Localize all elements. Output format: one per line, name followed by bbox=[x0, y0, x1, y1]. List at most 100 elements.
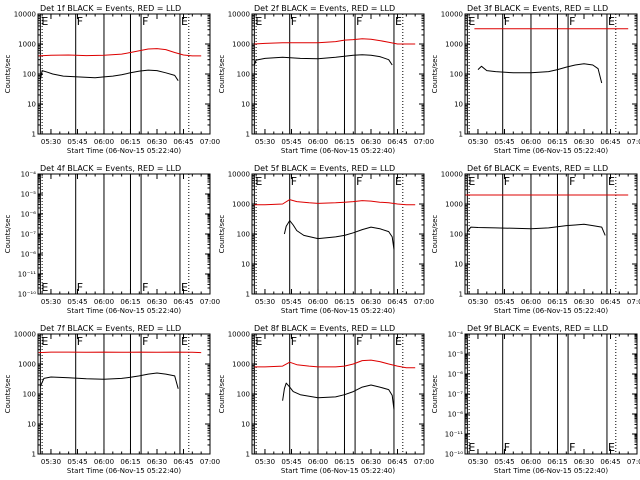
y-tick-label: 10⁻⁵ bbox=[21, 191, 37, 199]
x-tick-label: 06:00 bbox=[94, 138, 114, 146]
x-tick-label: 05:30 bbox=[41, 138, 61, 146]
y-tick-label: 10⁻⁶ bbox=[448, 371, 464, 379]
x-tick-label: 05:30 bbox=[468, 298, 488, 306]
x-tick-label: 07:00 bbox=[627, 138, 640, 146]
marker-flag: F bbox=[569, 441, 575, 454]
panel-3: Det 3f BLACK = Events, RED = LLD 1 10 100 10… bbox=[431, 4, 640, 155]
panel-title: Det 5f BLACK = Events, RED = LLD bbox=[254, 164, 395, 173]
x-tick-label: 05:30 bbox=[255, 458, 275, 466]
x-tick-label: 06:30 bbox=[147, 298, 167, 306]
y-tick-label: 10000 bbox=[228, 171, 250, 179]
x-tick-label: 07:00 bbox=[414, 138, 434, 146]
series-events-line bbox=[467, 223, 606, 236]
x-tick-label: 06:15 bbox=[334, 298, 354, 306]
y-tick-label: 10⁻⁶ bbox=[21, 211, 37, 219]
y-tick-label: 1 bbox=[246, 451, 250, 459]
y-tick-label: 10000 bbox=[441, 171, 463, 179]
y-tick-label: 1 bbox=[32, 131, 36, 139]
series-events-line bbox=[283, 220, 395, 250]
y-tick-label: 10⁻⁷ bbox=[21, 231, 37, 239]
x-tick-label: 06:45 bbox=[600, 138, 620, 146]
y-tick-label: 10 bbox=[241, 421, 250, 429]
y-tick-label: 100 bbox=[23, 71, 36, 79]
x-tick-label: 07:00 bbox=[414, 458, 434, 466]
panel-title: Det 2f BLACK = Events, RED = LLD bbox=[254, 4, 395, 13]
panel-5: Det 5f BLACK = Events, RED = LLD 1 10 100 10… bbox=[218, 164, 434, 315]
panel-title: Det 6f BLACK = Events, RED = LLD bbox=[467, 164, 608, 173]
panel-title: Det 1f BLACK = Events, RED = LLD bbox=[40, 4, 181, 13]
panel-1: Det 1f BLACK = Events, RED = LLD 1 10 100 10… bbox=[4, 4, 220, 155]
series-events-line bbox=[282, 382, 395, 410]
series-lld-line bbox=[254, 38, 416, 45]
y-tick-label: 1000 bbox=[18, 41, 36, 49]
x-axis-title: Start Time (06-Nov-15 05:22:40) bbox=[281, 467, 395, 475]
y-axis-title: Counts/sec bbox=[4, 375, 12, 414]
marker-flag: E bbox=[255, 175, 262, 188]
panel-title: Det 3f BLACK = Events, RED = LLD bbox=[467, 4, 608, 13]
marker-flag: E bbox=[395, 335, 402, 348]
plot-frame bbox=[251, 13, 425, 135]
x-axis-title: Start Time (06-Nov-15 05:22:40) bbox=[67, 467, 181, 475]
marker-flag: F bbox=[356, 335, 362, 348]
marker-flag: E bbox=[608, 15, 615, 28]
y-axis-title: Counts/sec bbox=[4, 215, 12, 254]
marker-flag: E bbox=[41, 281, 48, 294]
y-tick-label: 10000 bbox=[228, 11, 250, 19]
x-tick-label: 07:00 bbox=[200, 458, 220, 466]
marker-flag: F bbox=[291, 175, 297, 188]
panel-7: Det 7f BLACK = Events, RED = LLD 1 10 100 10… bbox=[4, 324, 220, 475]
x-tick-label: 06:30 bbox=[574, 458, 594, 466]
x-tick-label: 06:00 bbox=[308, 138, 328, 146]
x-tick-label: 05:30 bbox=[41, 458, 61, 466]
x-tick-label: 06:30 bbox=[147, 458, 167, 466]
y-tick-label: 1 bbox=[459, 131, 463, 139]
marker-flag: E bbox=[255, 15, 262, 28]
y-axis-title: Counts/sec bbox=[431, 215, 439, 254]
x-tick-label: 06:45 bbox=[387, 138, 407, 146]
x-tick-label: 06:15 bbox=[547, 298, 567, 306]
x-axis-title: Start Time (06-Nov-15 05:22:40) bbox=[281, 307, 395, 315]
x-tick-label: 06:00 bbox=[521, 458, 541, 466]
x-tick-label: 05:30 bbox=[468, 458, 488, 466]
x-tick-label: 05:45 bbox=[67, 458, 87, 466]
x-tick-label: 06:15 bbox=[547, 458, 567, 466]
y-axis-title: Counts/sec bbox=[4, 55, 12, 94]
x-tick-label: 07:00 bbox=[200, 138, 220, 146]
marker-flag: F bbox=[504, 15, 510, 28]
marker-flag: E bbox=[181, 281, 188, 294]
panel-6: Det 6f BLACK = Events, RED = LLD 1 10 100 10… bbox=[431, 164, 640, 315]
marker-flag: F bbox=[504, 175, 510, 188]
x-axis-title: Start Time (06-Nov-15 05:22:40) bbox=[67, 147, 181, 155]
x-tick-label: 05:45 bbox=[494, 298, 514, 306]
series-events-line bbox=[39, 69, 179, 81]
y-tick-label: 10⁻⁶ bbox=[21, 251, 37, 259]
marker-flag: F bbox=[356, 15, 362, 28]
x-tick-label: 06:45 bbox=[173, 138, 193, 146]
marker-flag: E bbox=[181, 335, 188, 348]
y-tick-label: 10 bbox=[241, 101, 250, 109]
y-tick-label: 10 bbox=[27, 101, 36, 109]
x-tick-label: 06:00 bbox=[521, 138, 541, 146]
y-tick-label: 10⁻⁴ bbox=[21, 171, 37, 179]
y-tick-label: 10⁻⁵ bbox=[448, 351, 464, 359]
panel-8: Det 8f BLACK = Events, RED = LLD 1 10 100 10… bbox=[218, 324, 434, 475]
x-tick-label: 06:45 bbox=[173, 458, 193, 466]
marker-flag: E bbox=[468, 441, 475, 454]
series-events-line bbox=[477, 63, 603, 84]
y-tick-label: 10⁻⁶ bbox=[448, 411, 464, 419]
marker-flag: E bbox=[395, 175, 402, 188]
x-tick-label: 06:00 bbox=[308, 458, 328, 466]
y-tick-label: 10 bbox=[27, 421, 36, 429]
y-tick-label: 1000 bbox=[445, 41, 463, 49]
x-tick-label: 06:00 bbox=[94, 458, 114, 466]
y-tick-label: 10 bbox=[454, 261, 463, 269]
y-tick-label: 100 bbox=[450, 231, 463, 239]
panel-title: Det 8f BLACK = Events, RED = LLD bbox=[254, 324, 395, 333]
y-axis-title: Counts/sec bbox=[431, 55, 439, 94]
marker-flag: E bbox=[608, 441, 615, 454]
x-tick-label: 06:45 bbox=[387, 298, 407, 306]
marker-flag: E bbox=[41, 15, 48, 28]
y-tick-label: 1 bbox=[246, 291, 250, 299]
series-lld-line bbox=[254, 359, 416, 369]
